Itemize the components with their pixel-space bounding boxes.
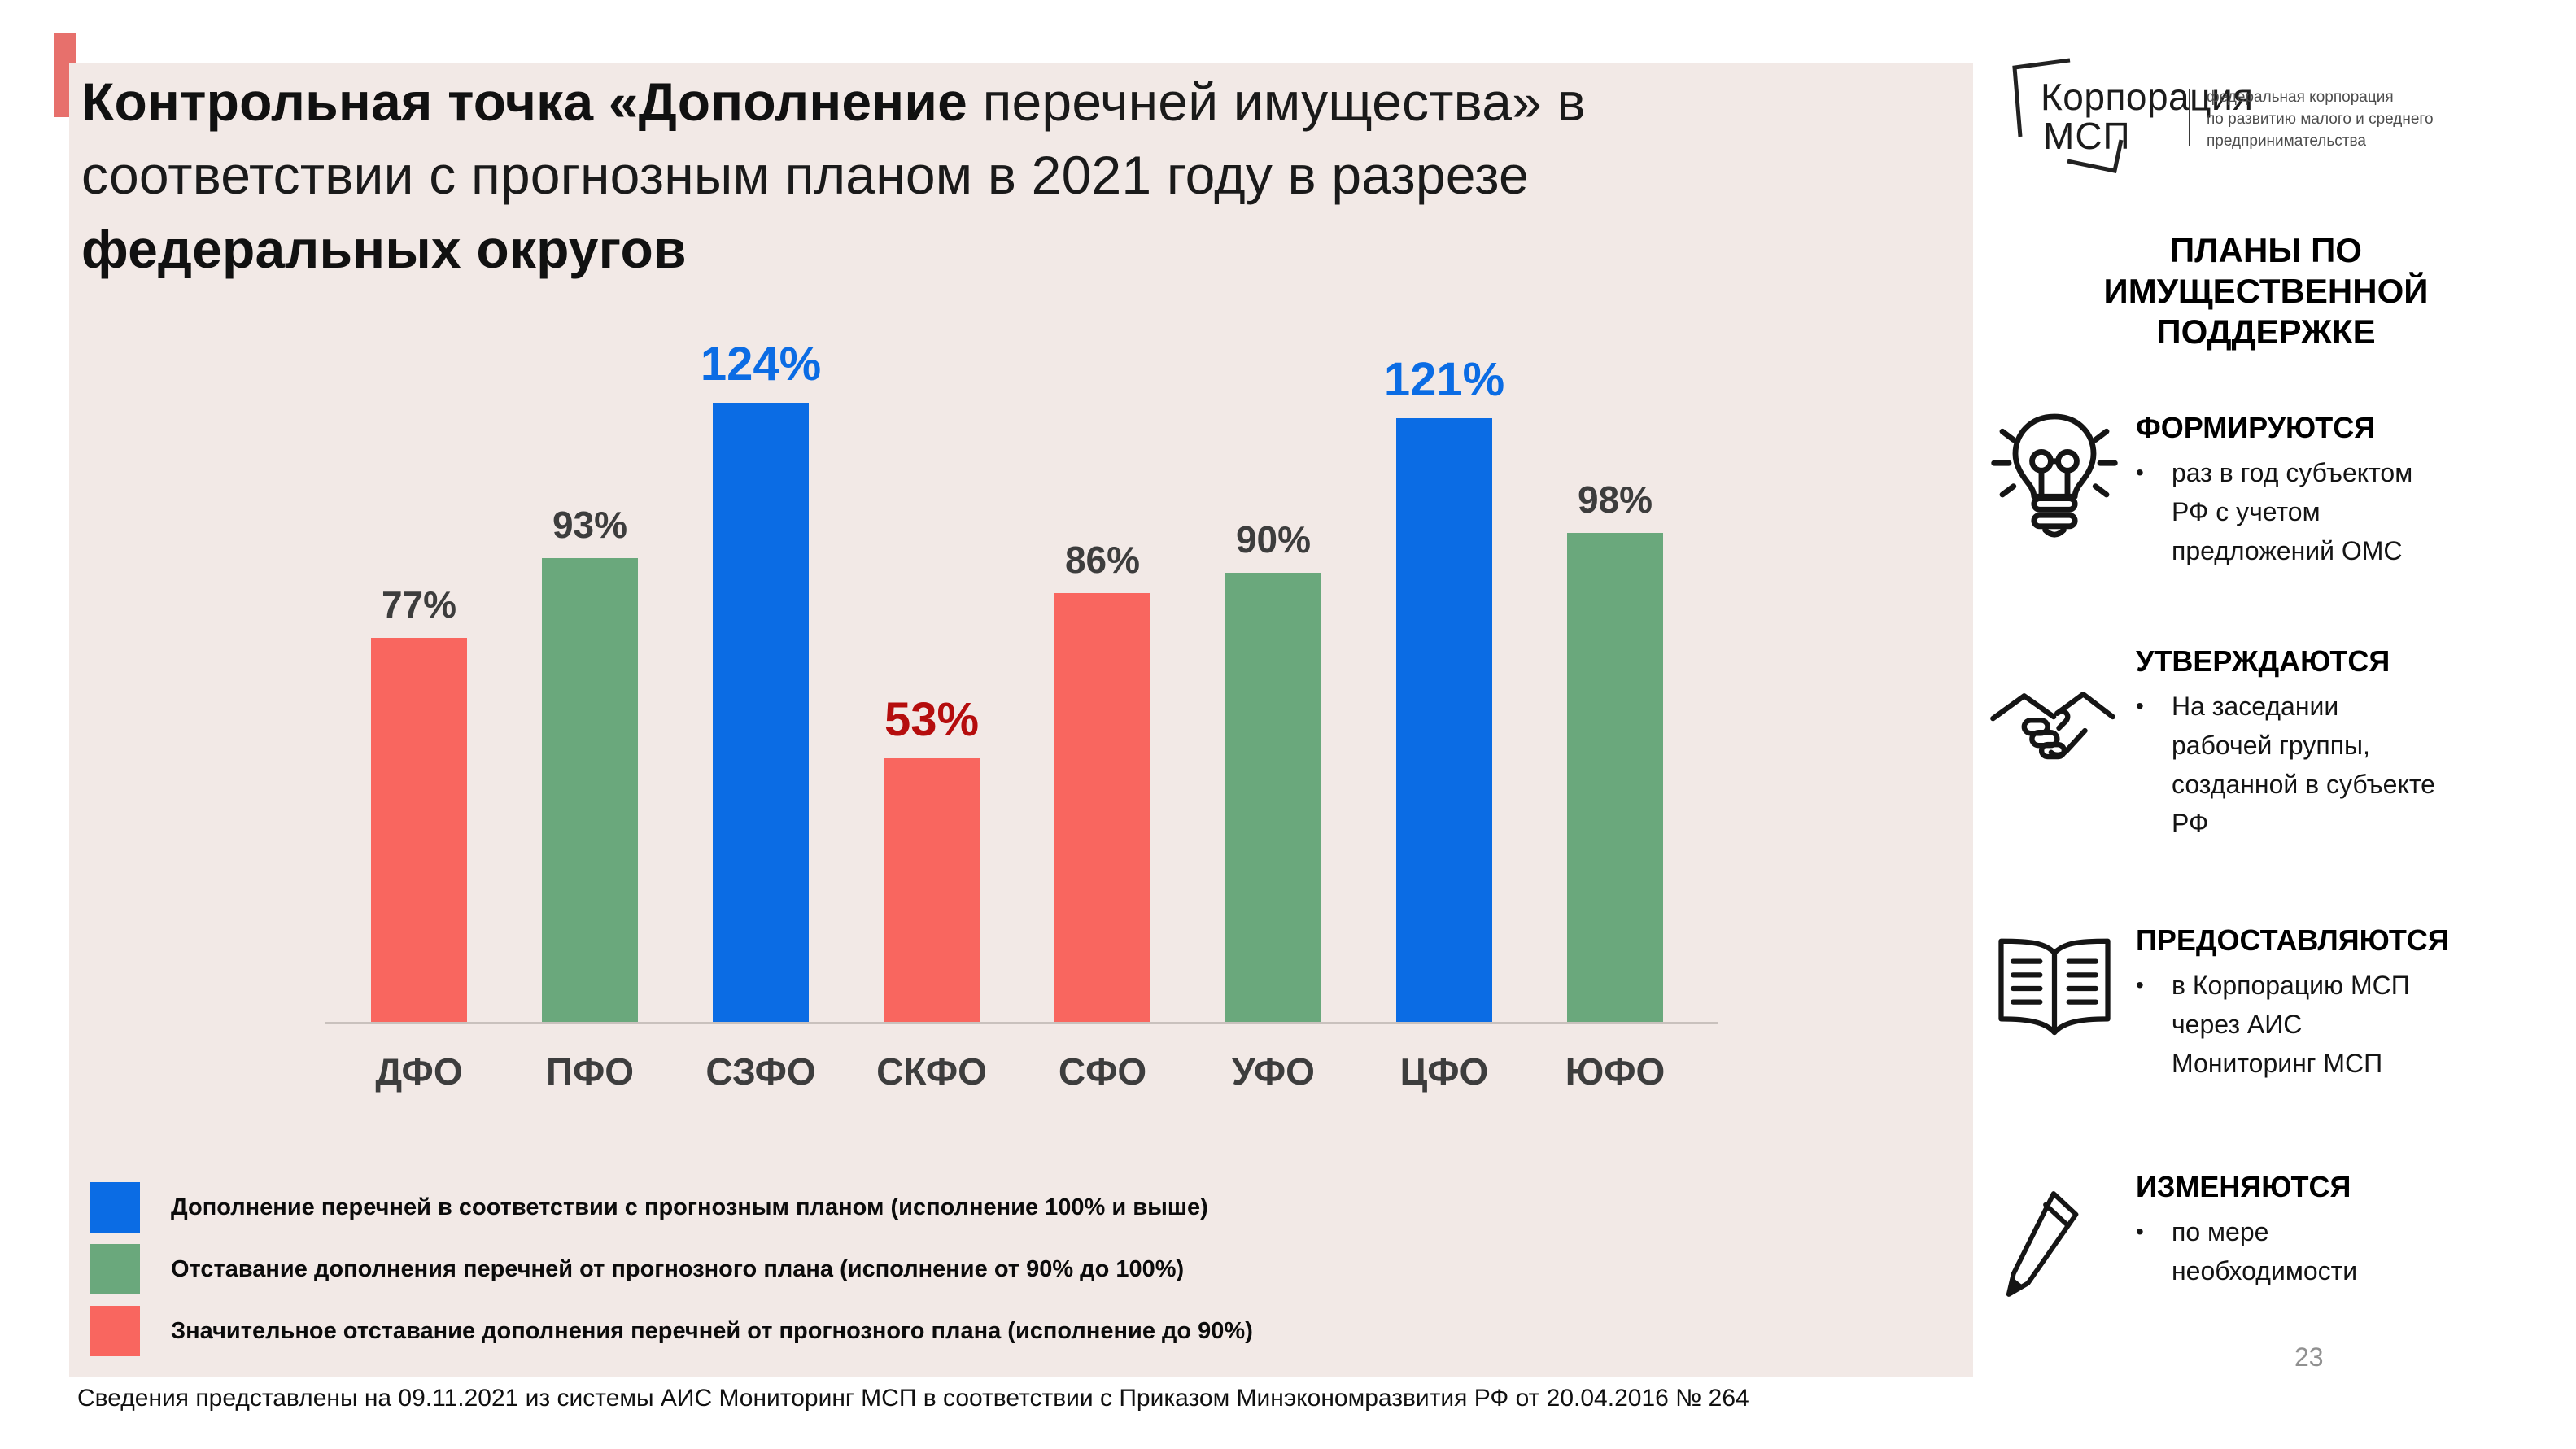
chart-legend: Дополнение перечней в соответствии с про…: [90, 1182, 1253, 1356]
title-bold-part-1: Контрольная точка «Дополнение: [81, 72, 968, 132]
section-approved: УТВЕРЖДАЮТСЯ На заседании рабочей группы…: [2136, 644, 2559, 843]
section-bullet: по мере необходимости: [2136, 1212, 2559, 1290]
legend-item: Дополнение перечней в соответствии с про…: [90, 1182, 1253, 1233]
bar-value-label: 121%: [1383, 353, 1505, 406]
x-axis-label: ПФО: [545, 1050, 635, 1093]
section-bullet: раз в год субъектом РФ с учетом предложе…: [2136, 453, 2559, 570]
legend-label: Отставание дополнения перечней от прогно…: [171, 1255, 1185, 1282]
section-bullet-text: по мере необходимости: [2172, 1217, 2358, 1285]
slide-title: Контрольная точка «Дополнение перечней и…: [81, 65, 1757, 286]
x-axis-label: УФО: [1232, 1050, 1315, 1093]
bar: [713, 403, 809, 1023]
x-axis-label: ЦФО: [1399, 1050, 1489, 1093]
bar-value-label: 77%: [381, 583, 457, 626]
logo-tagline: федеральная корпорация по развитию малог…: [2207, 86, 2434, 152]
page-number: 23: [2294, 1342, 2324, 1372]
bar-value-label: 98%: [1577, 478, 1653, 521]
bar-value-label: 90%: [1235, 518, 1312, 561]
x-axis-line: [325, 1022, 1718, 1024]
section-provided: ПРЕДОСТАВЛЯЮТСЯ в Корпорацию МСП через А…: [2136, 923, 2559, 1083]
bar-group: 98%: [1530, 478, 1701, 1023]
section-bullet-text: раз в год субъектом РФ с учетом предложе…: [2172, 458, 2413, 565]
x-axis-label: СКФО: [876, 1050, 987, 1093]
x-axis-label: СЗФО: [705, 1050, 816, 1093]
legend-label: Дополнение перечней в соответствии с про…: [171, 1194, 1208, 1220]
bar-group: 124%: [675, 337, 846, 1023]
bar-group: 86%: [1017, 538, 1188, 1023]
bar: [1396, 418, 1492, 1023]
x-axis-labels: ДФО ПФО СЗФО СКФО СФО УФО ЦФО ЮФО: [334, 1050, 1701, 1093]
bar: [1054, 593, 1150, 1023]
legend-label: Значительное отставание дополнения переч…: [171, 1317, 1253, 1344]
logo-bracket-bottom-right-icon: [2064, 137, 2128, 176]
bar-value-label: 93%: [552, 504, 628, 546]
footer-note: Сведения представлены на 09.11.2021 из с…: [77, 1385, 1749, 1412]
title-regular-part: перечней имущества» в соответствии с про…: [81, 72, 1586, 206]
bar: [371, 638, 467, 1023]
x-axis-label: ЮФО: [1565, 1050, 1666, 1093]
bar-value-label: 53%: [884, 693, 980, 746]
right-sidebar: Корпорация МСП федеральная корпорация по…: [1973, 0, 2576, 1449]
bar: [1225, 573, 1321, 1023]
bar-value-label: 124%: [700, 338, 822, 391]
bar-group: 77%: [334, 583, 504, 1023]
lightbulb-icon: [1989, 405, 2120, 545]
logo-tagline-line: по развитию малого и среднего: [2207, 111, 2434, 128]
logo-bracket-top-left-icon: [2008, 54, 2098, 142]
logo-tagline-line: предпринимательства: [2207, 133, 2366, 150]
open-book-icon: [1991, 934, 2118, 1045]
section-heading: ПРЕДОСТАВЛЯЮТСЯ: [2136, 923, 2449, 957]
handshake-icon: [1988, 682, 2118, 778]
sidebar-heading: ПЛАНЫ ПО ИМУЩЕСТВЕННОЙ ПОДДЕРЖКЕ: [2103, 231, 2429, 351]
legend-item: Отставание дополнения перечней от прогно…: [90, 1244, 1253, 1294]
bar-group: 121%: [1359, 352, 1530, 1023]
bar-value-label: 86%: [1064, 539, 1141, 581]
pencil-icon: [2001, 1184, 2097, 1304]
section-heading: УТВЕРЖДАЮТСЯ: [2136, 644, 2390, 678]
bar: [542, 558, 638, 1023]
bar-group: 90%: [1188, 517, 1359, 1023]
logo-tagline-line: федеральная корпорация: [2207, 89, 2394, 106]
x-axis-label: ДФО: [375, 1050, 463, 1093]
logo-brand-line-1: Корпорация: [2041, 76, 2254, 118]
section-bullet: На заседании рабочей группы, созданной в…: [2136, 687, 2559, 843]
section-formed: ФОРМИРУЮТСЯ раз в год субъектом РФ с уче…: [2136, 411, 2559, 570]
legend-item: Значительное отставание дополнения переч…: [90, 1306, 1253, 1356]
section-heading: ФОРМИРУЮТСЯ: [2136, 411, 2376, 444]
section-changed: ИЗМЕНЯЮТСЯ по мере необходимости: [2136, 1170, 2559, 1290]
logo-divider: [2189, 89, 2190, 146]
legend-swatch: [90, 1306, 140, 1356]
section-bullet-text: На заседании рабочей группы, созданной в…: [2172, 692, 2435, 838]
legend-swatch: [90, 1244, 140, 1294]
x-axis-label: СФО: [1058, 1050, 1147, 1093]
bar: [884, 758, 980, 1023]
bar: [1567, 533, 1663, 1023]
bar-group: 53%: [846, 692, 1017, 1023]
bar-chart: 77% 93% 124% 53% 86% 90% 121% 98%: [334, 338, 1701, 1023]
bar-group: 93%: [504, 503, 675, 1023]
title-bold-part-2: федеральных округов: [81, 218, 687, 279]
logo-brand-line-2: МСП: [2043, 115, 2131, 157]
section-bullet-text: в Корпорацию МСП через АИС Мониторинг МС…: [2172, 971, 2410, 1078]
section-bullet: в Корпорацию МСП через АИС Мониторинг МС…: [2136, 966, 2559, 1083]
legend-swatch: [90, 1182, 140, 1233]
section-heading: ИЗМЕНЯЮТСЯ: [2136, 1170, 2351, 1203]
